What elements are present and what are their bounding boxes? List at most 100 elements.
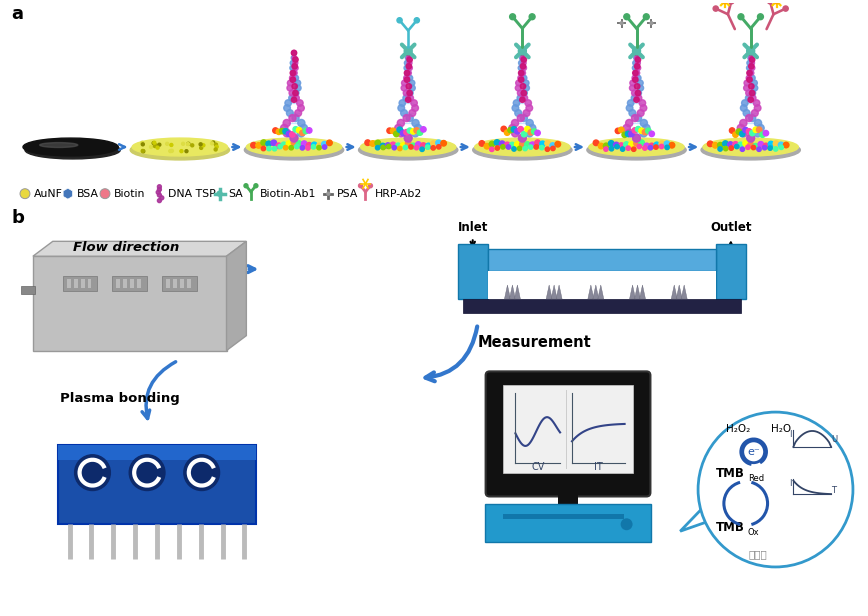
Circle shape xyxy=(779,145,784,150)
Circle shape xyxy=(638,85,643,91)
Circle shape xyxy=(521,91,527,95)
Circle shape xyxy=(287,85,293,91)
Circle shape xyxy=(312,142,317,148)
Circle shape xyxy=(141,143,144,146)
Circle shape xyxy=(632,147,636,152)
Circle shape xyxy=(290,77,296,83)
Circle shape xyxy=(518,75,523,81)
Circle shape xyxy=(155,144,157,147)
Circle shape xyxy=(403,95,409,101)
Circle shape xyxy=(650,22,653,25)
Ellipse shape xyxy=(475,138,570,156)
Circle shape xyxy=(286,110,293,116)
Circle shape xyxy=(746,115,753,121)
Circle shape xyxy=(758,142,764,147)
Circle shape xyxy=(149,145,153,148)
Circle shape xyxy=(625,131,631,137)
Circle shape xyxy=(534,145,538,149)
Circle shape xyxy=(518,77,524,83)
Bar xyxy=(81,279,84,288)
Circle shape xyxy=(707,141,713,147)
Circle shape xyxy=(406,84,411,89)
Circle shape xyxy=(520,51,524,55)
Circle shape xyxy=(718,142,723,148)
Circle shape xyxy=(215,145,218,148)
Circle shape xyxy=(635,126,641,132)
Bar xyxy=(457,245,488,299)
Circle shape xyxy=(635,51,639,55)
Circle shape xyxy=(713,6,719,11)
Circle shape xyxy=(420,147,424,152)
Circle shape xyxy=(508,128,513,133)
Text: Flow direction: Flow direction xyxy=(73,241,179,254)
Circle shape xyxy=(405,55,411,60)
Circle shape xyxy=(526,129,533,137)
Circle shape xyxy=(746,145,750,150)
Circle shape xyxy=(744,85,750,91)
Circle shape xyxy=(626,105,633,111)
Circle shape xyxy=(733,132,738,137)
Circle shape xyxy=(403,115,410,121)
Circle shape xyxy=(170,144,173,147)
Circle shape xyxy=(170,149,174,152)
Circle shape xyxy=(633,77,638,83)
Circle shape xyxy=(398,147,402,151)
Polygon shape xyxy=(33,256,227,351)
Circle shape xyxy=(642,146,647,150)
Circle shape xyxy=(273,128,278,133)
Circle shape xyxy=(412,120,419,127)
Circle shape xyxy=(407,60,412,65)
Circle shape xyxy=(521,57,527,62)
Circle shape xyxy=(293,91,299,95)
Circle shape xyxy=(626,129,634,137)
Circle shape xyxy=(406,115,413,121)
Circle shape xyxy=(746,75,752,81)
Circle shape xyxy=(404,145,408,150)
Circle shape xyxy=(289,115,296,121)
Circle shape xyxy=(391,142,396,148)
Circle shape xyxy=(524,142,530,147)
Polygon shape xyxy=(504,285,510,299)
Circle shape xyxy=(639,128,644,134)
Circle shape xyxy=(643,14,649,20)
Circle shape xyxy=(297,100,303,106)
Circle shape xyxy=(738,14,744,20)
Circle shape xyxy=(665,145,669,150)
Circle shape xyxy=(640,129,648,137)
Circle shape xyxy=(411,100,418,106)
Bar xyxy=(67,279,70,288)
Text: I: I xyxy=(789,430,792,439)
Circle shape xyxy=(729,128,735,133)
Circle shape xyxy=(156,146,159,149)
Ellipse shape xyxy=(703,138,799,156)
Circle shape xyxy=(520,84,526,89)
Circle shape xyxy=(381,145,385,150)
Circle shape xyxy=(266,147,271,151)
Ellipse shape xyxy=(473,140,572,160)
Circle shape xyxy=(499,141,505,147)
Circle shape xyxy=(520,51,524,55)
Circle shape xyxy=(722,141,728,147)
Circle shape xyxy=(416,142,421,147)
Circle shape xyxy=(630,80,635,86)
Circle shape xyxy=(157,185,161,188)
Circle shape xyxy=(406,51,411,55)
Circle shape xyxy=(637,144,641,148)
Text: HRP-Ab2: HRP-Ab2 xyxy=(374,189,422,199)
Circle shape xyxy=(405,50,411,55)
Circle shape xyxy=(411,143,416,148)
Circle shape xyxy=(733,142,739,147)
Circle shape xyxy=(376,145,380,150)
Text: Red: Red xyxy=(747,474,764,482)
Circle shape xyxy=(748,51,753,55)
Circle shape xyxy=(298,105,305,111)
Circle shape xyxy=(160,196,164,200)
Circle shape xyxy=(407,57,412,62)
Circle shape xyxy=(526,120,533,127)
Ellipse shape xyxy=(358,140,457,160)
Circle shape xyxy=(767,0,773,4)
Circle shape xyxy=(756,127,762,132)
Circle shape xyxy=(375,140,380,146)
Circle shape xyxy=(406,70,411,76)
Circle shape xyxy=(254,184,258,188)
